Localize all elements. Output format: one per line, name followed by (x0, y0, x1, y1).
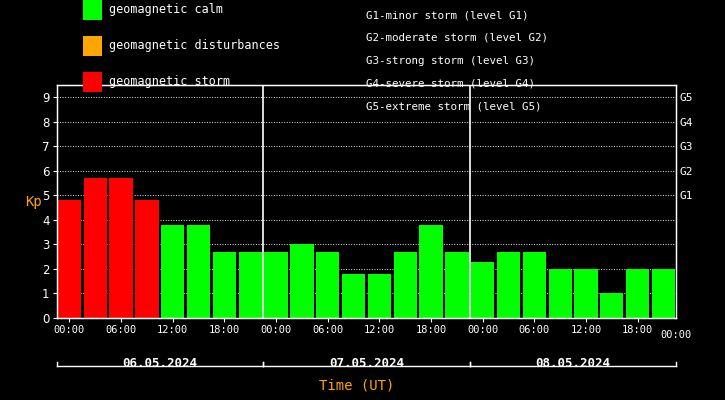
Bar (497, 252, 520, 318)
Bar (471, 262, 494, 318)
Text: 08.05.2024: 08.05.2024 (536, 357, 610, 370)
Bar (136, 200, 159, 318)
Y-axis label: Kp: Kp (25, 195, 42, 209)
Bar (600, 294, 624, 318)
Bar (574, 269, 597, 318)
Bar (549, 269, 572, 318)
Bar (109, 178, 133, 318)
Bar (187, 225, 210, 318)
Text: G5-extreme storm (level G5): G5-extreme storm (level G5) (366, 101, 542, 111)
Bar (265, 252, 288, 318)
Text: G4-severe storm (level G4): G4-severe storm (level G4) (366, 78, 535, 88)
Bar (83, 178, 107, 318)
Text: Time (UT): Time (UT) (319, 379, 394, 393)
Text: G3-strong storm (level G3): G3-strong storm (level G3) (366, 56, 535, 66)
Text: G1-minor storm (level G1): G1-minor storm (level G1) (366, 10, 529, 20)
Text: geomagnetic disturbances: geomagnetic disturbances (109, 40, 280, 52)
Bar (523, 252, 546, 318)
Bar (58, 200, 81, 318)
Bar (626, 269, 650, 318)
Text: 06.05.2024: 06.05.2024 (123, 357, 197, 370)
Bar (290, 244, 313, 318)
Text: 00:00: 00:00 (660, 330, 692, 340)
Bar (316, 252, 339, 318)
Text: geomagnetic storm: geomagnetic storm (109, 76, 230, 88)
Bar (161, 225, 184, 318)
Bar (342, 274, 365, 318)
Bar (420, 225, 443, 318)
Bar (368, 274, 391, 318)
Text: G2-moderate storm (level G2): G2-moderate storm (level G2) (366, 33, 548, 43)
Text: 07.05.2024: 07.05.2024 (329, 357, 404, 370)
Text: geomagnetic calm: geomagnetic calm (109, 4, 223, 16)
Bar (213, 252, 236, 318)
Bar (652, 269, 675, 318)
Bar (394, 252, 417, 318)
Bar (445, 252, 468, 318)
Bar (239, 252, 262, 318)
